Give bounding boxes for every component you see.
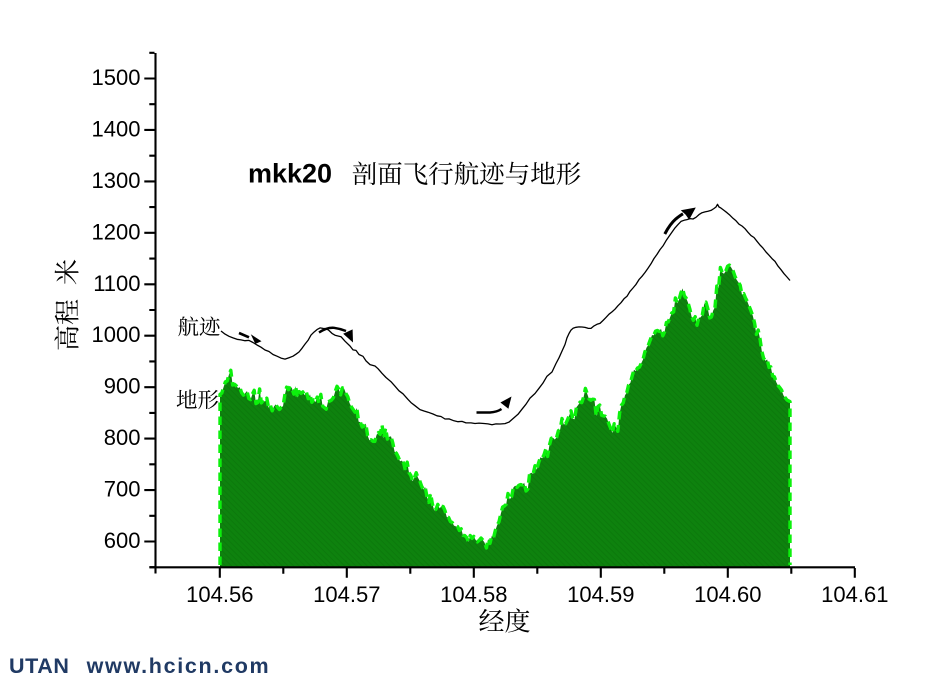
svg-text:104.59: 104.59 [567,582,634,607]
svg-text:800: 800 [104,425,141,450]
svg-text:104.56: 104.56 [186,582,253,607]
svg-text:1500: 1500 [92,65,141,90]
svg-text:1300: 1300 [92,168,141,193]
svg-text:900: 900 [104,374,141,399]
svg-text:1000: 1000 [92,322,141,347]
svg-text:600: 600 [104,528,141,553]
svg-text:www.hcicn.com: www.hcicn.com [86,654,271,678]
svg-text:1200: 1200 [92,219,141,244]
svg-text:mkk20: mkk20 [248,159,332,189]
svg-text:104.57: 104.57 [313,582,380,607]
svg-text:UTAN: UTAN [9,654,70,678]
svg-text:700: 700 [104,477,141,502]
svg-text:1100: 1100 [93,271,140,296]
svg-text:104.61: 104.61 [821,582,888,607]
svg-text:104.60: 104.60 [694,582,761,607]
svg-text:104.58: 104.58 [440,582,507,607]
svg-text:1400: 1400 [92,116,141,141]
